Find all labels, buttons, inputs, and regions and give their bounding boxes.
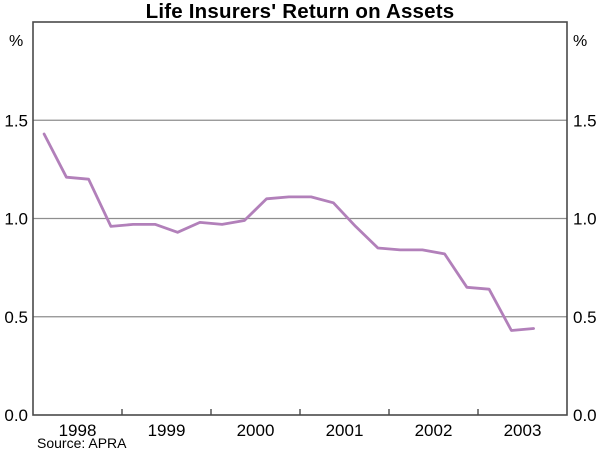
y-axis-label-right-1.0: 1.0 [573,210,597,229]
x-axis-label-2002: 2002 [415,421,453,440]
y-axis-label-left-0.0: 0.0 [4,406,28,425]
y-axis-label-left-1.5: 1.5 [4,111,28,130]
y-axis-unit-left: % [9,33,23,50]
x-axis-label-1999: 1999 [148,421,186,440]
data-line-return-on-assets [42,132,535,332]
y-axis-label-left-1.0: 1.0 [4,210,28,229]
y-axis-label-right-0.5: 0.5 [573,308,597,327]
x-axis-label-2000: 2000 [237,421,275,440]
x-axis-label-2003: 2003 [504,421,542,440]
x-axis-label-2001: 2001 [326,421,364,440]
y-axis-label-left-0.5: 0.5 [4,308,28,327]
y-axis-label-right-1.5: 1.5 [573,111,597,130]
chart-title: Life Insurers' Return on Assets [145,0,455,23]
source-note: Source: APRA [37,435,127,451]
y-axis-unit-right: % [573,33,587,50]
y-axis-label-right-0.0: 0.0 [573,406,597,425]
x-axis-label-1998: 1998 [59,421,97,440]
